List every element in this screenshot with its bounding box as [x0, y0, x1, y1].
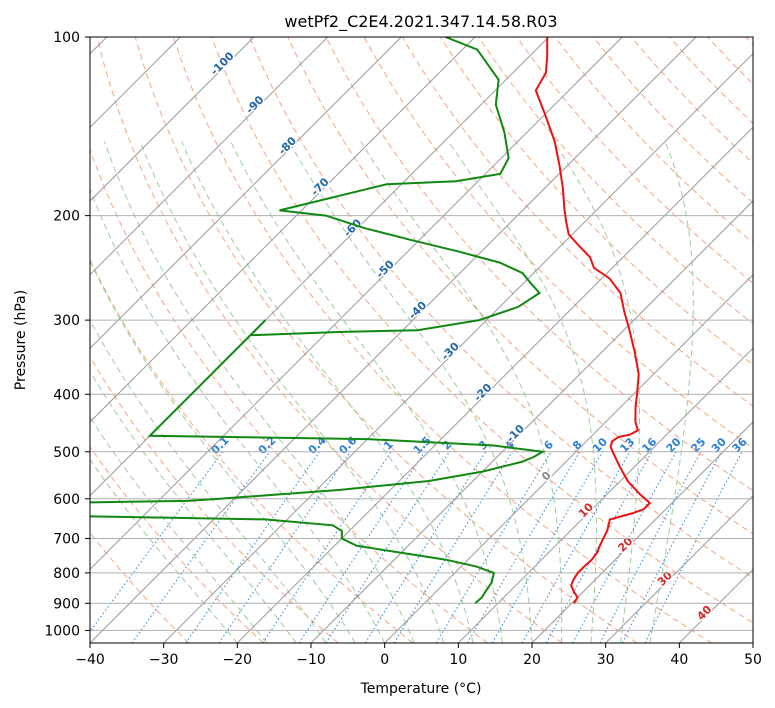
dry-adiabat-line [172, 37, 712, 643]
x-tick-label: −20 [223, 652, 253, 668]
x-tick-label: 0 [380, 652, 389, 668]
mixing-ratio-line [90, 451, 224, 633]
mixing-ratio-line [325, 451, 451, 643]
isotherm-line [90, 37, 255, 202]
dry-adiabat-line [211, 37, 753, 624]
x-tick-label: 50 [744, 652, 762, 668]
mixing-ratio-line [521, 451, 631, 643]
x-tick-label: −40 [75, 652, 105, 668]
y-tick-label: 900 [53, 596, 80, 612]
isotherm-line [457, 347, 753, 643]
mixing-ratio-line [218, 451, 351, 643]
isotherm-line [531, 421, 753, 643]
mixing-ratio-line [644, 451, 743, 643]
x-axis-title: Temperature (°C) [360, 681, 482, 697]
mixing-ratio-line [262, 451, 392, 643]
sounding-curves [90, 37, 652, 605]
chart-title: wetPf2_C2E4.2021.347.14.58.R03 [284, 12, 557, 32]
mixing-ratio-line [364, 451, 487, 643]
mixing-ratio-line [599, 451, 702, 643]
dry-adiabat-line [516, 37, 753, 284]
x-tick-label: 10 [449, 652, 467, 668]
plot-area: 0.1 0.2 0.4 0.6 1 1.5 2 3 4 6 8 10 13 16 20 25 30 36-100-… [90, 37, 753, 643]
dry-adiabat-line [90, 355, 339, 643]
dewpoint-profile [90, 37, 546, 605]
x-tick-label: −30 [149, 652, 179, 668]
axes: −40 −30 −20 −10 0 10 20 30 40 50 100 200 300 400 500 60… [44, 30, 762, 668]
isotherm-line [90, 37, 697, 643]
y-tick-label: 600 [53, 492, 80, 508]
x-tick-label: 30 [597, 652, 615, 668]
y-tick-label: 300 [53, 313, 80, 329]
isotherm-line [90, 37, 402, 350]
x-tick-label: −10 [296, 652, 326, 668]
isotherm-line [90, 37, 476, 423]
y-tick-label: 700 [53, 532, 80, 548]
isotherm-line [90, 37, 329, 276]
dry-adiabat-line [249, 37, 753, 579]
dry-adiabat-line [325, 37, 753, 492]
y-tick-label: 800 [53, 566, 80, 582]
y-axis-title: Pressure (hPa) [13, 290, 29, 390]
mixing-ratio-line [435, 451, 552, 643]
y-tick-label: 400 [53, 387, 80, 403]
mixing-ratio-line [298, 451, 426, 643]
y-tick-label: 100 [53, 30, 80, 46]
dry-adiabat-line [90, 258, 414, 643]
x-tick-label: 20 [523, 652, 541, 668]
y-tick-label: 500 [53, 445, 80, 461]
y-tick-label: 200 [53, 209, 80, 225]
mixing-ratio-line [572, 451, 677, 643]
isotherm-line [605, 494, 753, 643]
y-tick-label: 1000 [44, 623, 80, 639]
isotherm-line [90, 37, 623, 571]
isotherm-line [163, 52, 753, 643]
dry-adiabat-line [90, 445, 264, 643]
mixing-ratio-line [185, 451, 321, 643]
x-tick-label: 40 [670, 652, 688, 668]
dry-adiabat-line [96, 37, 563, 643]
isotherm-line [236, 126, 753, 643]
mixing-ratio-line [545, 451, 653, 643]
dry-adiabat-line [287, 37, 753, 535]
isotherm-line [310, 200, 753, 643]
plot-frame [89, 36, 754, 644]
isotherm-line [384, 273, 753, 643]
temperature-profile [534, 37, 652, 604]
mixing-ratio-line [131, 451, 271, 643]
